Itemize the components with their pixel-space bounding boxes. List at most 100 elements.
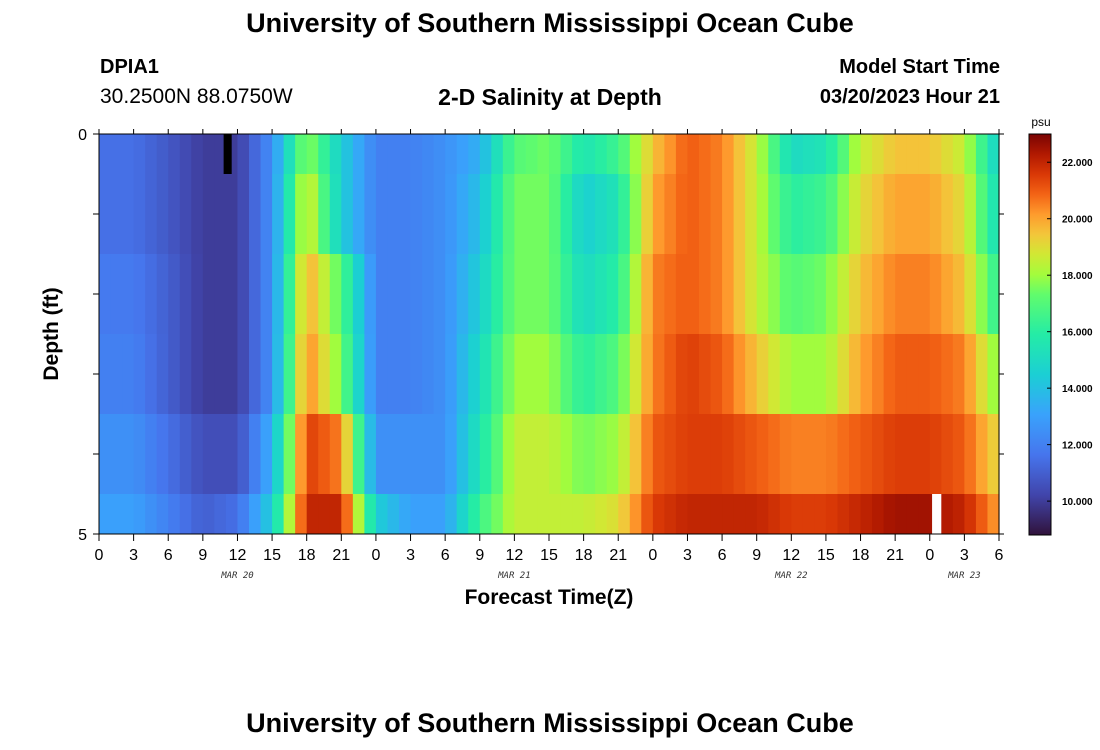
heatmap-cell	[606, 494, 619, 534]
x-axis-label: Forecast Time(Z)	[465, 586, 634, 609]
heatmap-cell	[156, 134, 169, 174]
heatmap-cell	[260, 334, 273, 414]
heatmap-cell	[375, 414, 389, 494]
heatmap-cell	[514, 174, 527, 254]
heatmap-cell	[145, 334, 158, 414]
heatmap-cell	[722, 254, 735, 334]
heatmap-cell	[202, 174, 215, 254]
heatmap-cell	[802, 134, 815, 174]
heatmap-cell	[525, 174, 539, 254]
heatmap-cell	[733, 414, 746, 494]
heatmap-cell	[468, 134, 481, 174]
heatmap-cell	[133, 134, 146, 174]
heatmap-cell	[952, 174, 965, 254]
day-label: MAR 23	[947, 571, 981, 581]
heatmap-cell	[514, 494, 527, 534]
x-tick-label: 18	[298, 547, 316, 564]
heatmap-cell	[237, 254, 250, 334]
heatmap-cell	[237, 494, 250, 534]
heatmap-cell	[895, 334, 908, 414]
heatmap-cell	[502, 254, 515, 334]
heatmap-cell	[733, 174, 746, 254]
heatmap-cell	[156, 494, 169, 534]
heatmap-cell	[272, 174, 285, 254]
heatmap-cells	[99, 134, 1000, 534]
heatmap-cell	[387, 254, 400, 334]
heatmap-cell	[687, 254, 700, 334]
heatmap-cell	[99, 254, 112, 334]
x-tick-label: 18	[852, 547, 870, 564]
heatmap-cell	[699, 334, 712, 414]
heatmap-cell	[133, 254, 146, 334]
heatmap-cell	[952, 254, 965, 334]
heatmap-cell	[525, 494, 539, 534]
heatmap-cell	[975, 134, 989, 174]
chart-axes: 0 3 6 9 12 15 18 21 0 3 6 9 12 15 18 21 0 3 6 9 12 15 18 21 0 3 6 M…	[78, 127, 1004, 581]
heatmap-cell	[595, 414, 608, 494]
heatmap-cell	[502, 414, 515, 494]
heatmap-cell	[675, 334, 689, 414]
heatmap-cell	[191, 254, 204, 334]
heatmap-cell	[872, 334, 885, 414]
heatmap-cell	[560, 174, 573, 254]
heatmap-cell	[387, 414, 400, 494]
heatmap-cell	[860, 134, 873, 174]
heatmap-cell	[906, 334, 919, 414]
heatmap-cell	[156, 334, 169, 414]
heatmap-cell	[352, 174, 365, 254]
heatmap-cell	[99, 494, 112, 534]
salinity-heatmap-chart: 0 3 6 9 12 15 18 21 0 3 6 9 12 15 18 21 0 3 6 9 12 15 18 21 0 3 6 M…	[40, 115, 1093, 609]
heatmap-cell	[179, 254, 192, 334]
heatmap-cell	[237, 334, 250, 414]
x-tick-label: 21	[332, 547, 350, 564]
heatmap-cell	[987, 174, 1000, 254]
heatmap-cell	[941, 134, 954, 174]
heatmap-cell	[329, 334, 342, 414]
heatmap-cell	[722, 494, 735, 534]
heatmap-cell	[825, 494, 839, 534]
heatmap-cell	[479, 254, 492, 334]
heatmap-cell	[168, 174, 181, 254]
heatmap-cell	[306, 174, 319, 254]
colorbar-gradient	[1028, 133, 1052, 536]
heatmap-cell	[710, 414, 723, 494]
heatmap-cell	[641, 494, 654, 534]
colorbar-tick-label: 18.000	[1062, 271, 1093, 282]
heatmap-cell	[145, 174, 158, 254]
heatmap-cell	[975, 174, 989, 254]
heatmap-cell	[133, 494, 146, 534]
heatmap-cell	[952, 134, 965, 174]
station-id: DPIA1	[100, 56, 159, 78]
heatmap-cell	[699, 494, 712, 534]
heatmap-cell	[445, 174, 458, 254]
heatmap-cell	[179, 414, 192, 494]
heatmap-cell	[525, 414, 539, 494]
heatmap-cell	[629, 494, 642, 534]
heatmap-cell	[814, 174, 827, 254]
heatmap-cell	[733, 254, 746, 334]
heatmap-cell	[99, 134, 112, 174]
heatmap-cell	[225, 414, 239, 494]
heatmap-cell	[318, 334, 331, 414]
heatmap-cell	[99, 174, 112, 254]
heatmap-cell	[595, 334, 608, 414]
x-tick-label: 3	[960, 547, 969, 564]
heatmap-cell	[110, 494, 123, 534]
heatmap-cell	[422, 334, 435, 414]
heatmap-cell	[156, 414, 169, 494]
heatmap-cell	[422, 174, 435, 254]
heatmap-cell	[583, 174, 596, 254]
heatmap-cell	[872, 134, 885, 174]
heatmap-cell	[191, 414, 204, 494]
heatmap-cell	[906, 134, 919, 174]
heatmap-cell	[364, 334, 377, 414]
heatmap-cell	[641, 134, 654, 174]
heatmap-cell	[802, 334, 815, 414]
heatmap-cell	[387, 134, 400, 174]
heatmap-cell	[306, 134, 319, 174]
heatmap-cell	[745, 254, 758, 334]
heatmap-cell	[479, 334, 492, 414]
x-tick-label: 6	[164, 547, 173, 564]
heatmap-cell	[618, 174, 631, 254]
heatmap-cell	[987, 494, 1000, 534]
